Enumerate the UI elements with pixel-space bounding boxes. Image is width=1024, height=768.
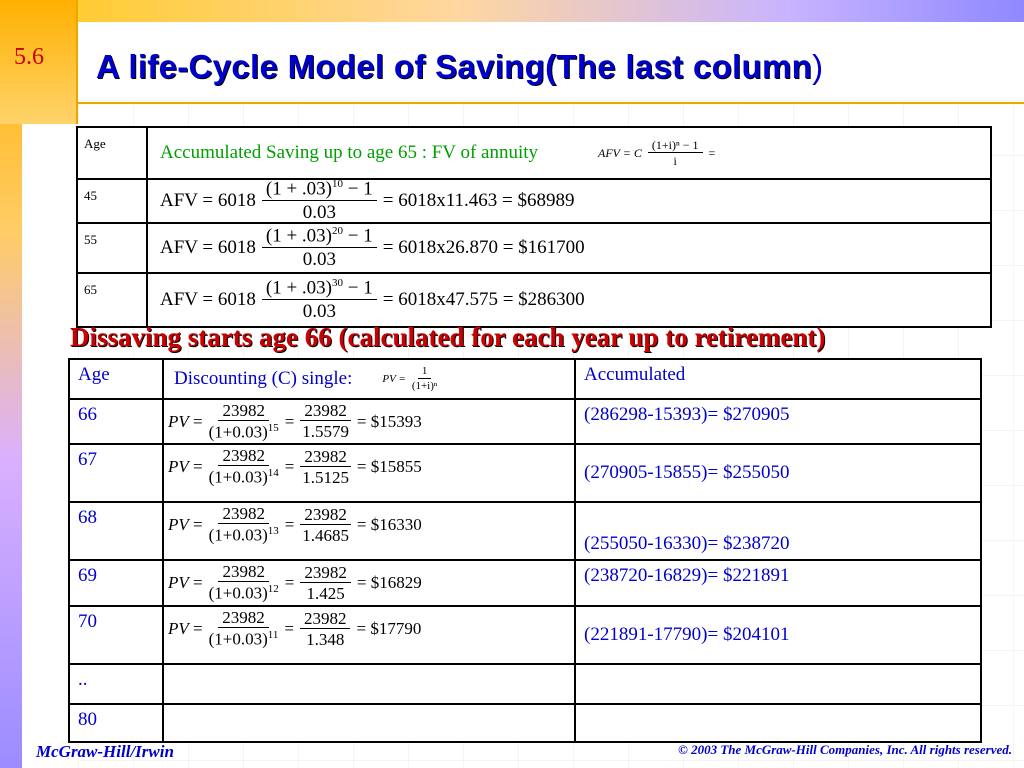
afv-calculation: AFV = 6018 (1 + .03)20 − 1 0.03 = 6018x2… bbox=[160, 225, 585, 270]
table-row: .. bbox=[68, 663, 982, 706]
table-row: 69 PV = 23982 (1+0.03)12 = 23982 1.425 = $… bbox=[68, 559, 982, 608]
accumulated-saving-table: Age Accumulated Saving up to age 65 : FV… bbox=[76, 126, 992, 328]
age-cell: 80 bbox=[68, 703, 164, 744]
pv-calculation: PV = 23982 (1+0.03)11 = 23982 1.348 = $177… bbox=[168, 608, 422, 649]
age-cell: 55 bbox=[76, 222, 148, 274]
afv-calculation: AFV = 6018 (1 + .03)10 − 1 0.03 = 6018x1… bbox=[160, 178, 575, 223]
left-decor-bar bbox=[0, 0, 22, 768]
accumulated-cell: (221891-17790)= $204101 bbox=[574, 605, 982, 666]
col-header-discount: Discounting (C) single: bbox=[174, 368, 353, 390]
age-cell: 45 bbox=[76, 178, 148, 224]
age-cell: 69 bbox=[68, 559, 164, 608]
pv-calculation: PV = 23982 (1+0.03)14 = 23982 1.5125 = $15… bbox=[168, 446, 422, 487]
slide-title: A life-Cycle Model of Saving(The last co… bbox=[96, 48, 823, 86]
pv-calculation: PV = 23982 (1+0.03)15 = 23982 1.5579 = $15… bbox=[168, 401, 422, 442]
table-row: 67 PV = 23982 (1+0.03)14 = 23982 1.5125 = … bbox=[68, 443, 982, 504]
col-header-age: Age bbox=[68, 358, 164, 400]
table-row: 45 AFV = 6018 (1 + .03)10 − 1 0.03 = 601… bbox=[76, 178, 992, 224]
ellipsis-cell: .. bbox=[68, 663, 164, 706]
table-row: 65 AFV = 6018 (1 + .03)30 − 1 0.03 = 601… bbox=[76, 272, 992, 328]
footer-publisher: McGraw-Hill/Irwin bbox=[36, 742, 174, 761]
table-row: 55 AFV = 6018 (1 + .03)20 − 1 0.03 = 601… bbox=[76, 222, 992, 274]
pv-calculation: PV = 23982 (1+0.03)13 = 23982 1.4685 = $16… bbox=[168, 504, 422, 545]
age-header: Age bbox=[76, 126, 148, 180]
table-row: 80 bbox=[68, 703, 982, 744]
fv-annuity-header: Accumulated Saving up to age 65 : FV of … bbox=[160, 142, 539, 163]
accumulated-cell: (270905-15855)= $255050 bbox=[574, 443, 982, 504]
table-row: 66 PV = 23982 (1+0.03)15 = 23982 1.5579 = … bbox=[68, 397, 982, 446]
slide-number: 5.6 bbox=[14, 44, 44, 70]
table-row: Age Accumulated Saving up to age 65 : FV… bbox=[76, 126, 992, 180]
footer-copyright: © 2003 The McGraw-Hill Companies, Inc. A… bbox=[678, 742, 1012, 757]
age-cell: 66 bbox=[68, 397, 164, 446]
pv-calculation: PV = 23982 (1+0.03)12 = 23982 1.425 = $168… bbox=[168, 562, 422, 603]
dissaving-table: Age Discounting (C) single: PV = 1 (1+i)… bbox=[68, 358, 982, 744]
dissaving-subtitle: Dissaving starts age 66 (calculated for … bbox=[70, 322, 826, 352]
accumulated-cell: (255050-16330)= $238720 bbox=[574, 501, 982, 562]
title-rule-vertical bbox=[76, 0, 78, 124]
age-cell: 65 bbox=[76, 272, 148, 328]
top-decor-bar bbox=[78, 0, 1024, 22]
accumulated-cell: (286298-15393)= $270905 bbox=[574, 397, 982, 446]
title-rule-horizontal bbox=[78, 102, 1024, 104]
table-header-row: Age Discounting (C) single: PV = 1 (1+i)… bbox=[68, 358, 982, 400]
accumulated-cell: (238720-16829)= $221891 bbox=[574, 559, 982, 608]
afv-formula: AFV = C (1+i)ⁿ − 1 i = bbox=[598, 137, 716, 168]
slide-title-paren: ) bbox=[812, 48, 824, 85]
table-row: 68 PV = 23982 (1+0.03)13 = 23982 1.4685 = … bbox=[68, 501, 982, 562]
slide-title-text: A life-Cycle Model of Saving(The last co… bbox=[96, 48, 813, 85]
table-row: 70 PV = 23982 (1+0.03)11 = 23982 1.348 = $… bbox=[68, 605, 982, 666]
afv-calculation: AFV = 6018 (1 + .03)30 − 1 0.03 = 6018x4… bbox=[160, 277, 585, 322]
slide-number-box: 5.6 bbox=[0, 0, 76, 124]
col-header-accumulated: Accumulated bbox=[574, 358, 982, 400]
age-cell: 67 bbox=[68, 443, 164, 504]
age-cell: 68 bbox=[68, 501, 164, 562]
age-cell: 70 bbox=[68, 605, 164, 666]
pv-formula: PV = 1 (1+i)ⁿ bbox=[382, 365, 438, 392]
